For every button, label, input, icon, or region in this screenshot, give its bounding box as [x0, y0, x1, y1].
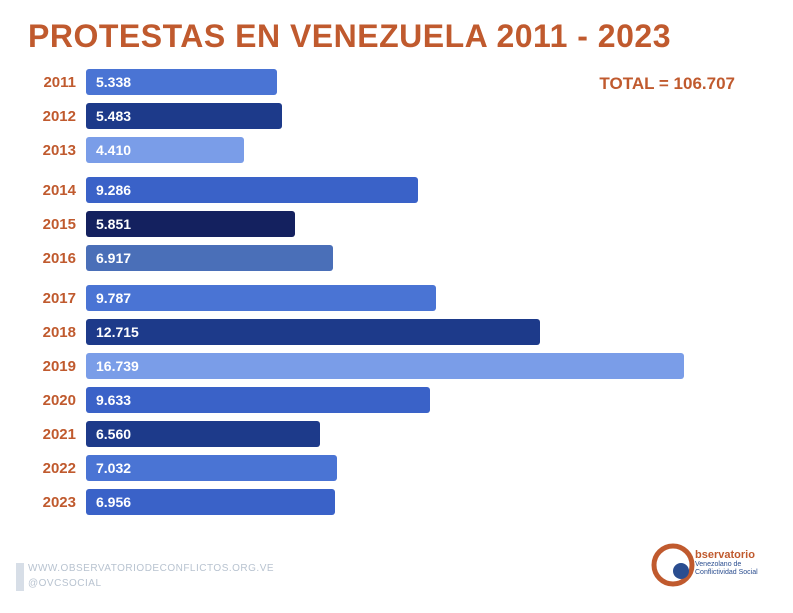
bar-track: 16.739: [86, 353, 765, 379]
bar-group: 2011 5.338 2012 5.483 2013 4.410: [32, 67, 765, 165]
bar: 16.739: [86, 353, 684, 379]
bar-value-label: 5.483: [96, 108, 131, 124]
bar-track: 9.787: [86, 285, 765, 311]
bar: 4.410: [86, 137, 244, 163]
logo-icon: [651, 543, 695, 587]
bar-track: 5.338: [86, 69, 765, 95]
bar-track: 7.032: [86, 455, 765, 481]
year-label: 2022: [32, 460, 86, 477]
bar: 5.851: [86, 211, 295, 237]
bar-value-label: 4.410: [96, 142, 131, 158]
year-label: 2013: [32, 142, 86, 159]
bar-value-label: 16.739: [96, 358, 139, 374]
bar-row: 2011 5.338: [32, 67, 765, 97]
chart-container: PROTESTAS EN VENEZUELA 2011 - 2023 TOTAL…: [0, 0, 793, 613]
footer-url: WWW.OBSERVATORIODECONFLICTOS.ORG.VE: [28, 561, 274, 576]
bar-row: 2017 9.787: [32, 283, 765, 313]
bar-row: 2012 5.483: [32, 101, 765, 131]
bar-group: 2014 9.286 2015 5.851 2016 6.917: [32, 175, 765, 273]
bar-value-label: 9.787: [96, 290, 131, 306]
bar-value-label: 6.956: [96, 494, 131, 510]
bar-value-label: 6.560: [96, 426, 131, 442]
bar: 7.032: [86, 455, 337, 481]
bar-track: 5.851: [86, 211, 765, 237]
bar-value-label: 9.286: [96, 182, 131, 198]
year-label: 2015: [32, 216, 86, 233]
ovcs-logo: bservatorio Venezolano de Conflictividad…: [651, 535, 761, 595]
bar-row: 2014 9.286: [32, 175, 765, 205]
year-label: 2016: [32, 250, 86, 267]
year-label: 2023: [32, 494, 86, 511]
bar-track: 12.715: [86, 319, 765, 345]
bar-group: 20179.787201812.715201916.73920209.63320…: [32, 283, 765, 517]
bar-track: 6.956: [86, 489, 765, 515]
bar-chart: 2011 5.338 2012 5.483 2013 4.410 2014 9.286 2015…: [32, 67, 765, 517]
bar-row: 2023 6.956: [32, 487, 765, 517]
bar-row: 2013 4.410: [32, 135, 765, 165]
bar-track: 5.483: [86, 103, 765, 129]
bar: 5.483: [86, 103, 282, 129]
logo-line3: Conflictividad Social: [695, 569, 758, 577]
year-label: 2021: [32, 426, 86, 443]
bar-value-label: 9.633: [96, 392, 131, 408]
footer-credits: WWW.OBSERVATORIODECONFLICTOS.ORG.VE @OVC…: [28, 561, 274, 591]
bar-value-label: 5.851: [96, 216, 131, 232]
bar: 9.633: [86, 387, 430, 413]
bar-row: 2020 9.633: [32, 385, 765, 415]
logo-line2: Venezolano de: [695, 561, 758, 569]
bar: 9.286: [86, 177, 418, 203]
bar-track: 9.633: [86, 387, 765, 413]
bar-value-label: 12.715: [96, 324, 139, 340]
bar: 6.560: [86, 421, 320, 447]
bar-value-label: 7.032: [96, 460, 131, 476]
chart-title: PROTESTAS EN VENEZUELA 2011 - 2023: [28, 18, 765, 55]
bar-row: 2019 16.739: [32, 351, 765, 381]
year-label: 2020: [32, 392, 86, 409]
footer-decorative-block: [16, 563, 24, 591]
bar-row: 2015 5.851: [32, 209, 765, 239]
bar-row: 2018 12.715: [32, 317, 765, 347]
bar-track: 6.917: [86, 245, 765, 271]
bar-track: 9.286: [86, 177, 765, 203]
year-label: 2012: [32, 108, 86, 125]
bar: 5.338: [86, 69, 277, 95]
bar: 6.917: [86, 245, 333, 271]
year-label: 2014: [32, 182, 86, 199]
bar-row: 2016 6.917: [32, 243, 765, 273]
bar-row: 2021 6.560: [32, 419, 765, 449]
logo-line1: bservatorio: [695, 549, 758, 561]
bar-track: 4.410: [86, 137, 765, 163]
year-label: 2017: [32, 290, 86, 307]
bar: 6.956: [86, 489, 335, 515]
bar-track: 6.560: [86, 421, 765, 447]
year-label: 2011: [32, 74, 86, 91]
bar-row: 2022 7.032: [32, 453, 765, 483]
bar-value-label: 5.338: [96, 74, 131, 90]
bar: 12.715: [86, 319, 540, 345]
year-label: 2018: [32, 324, 86, 341]
footer-handle: @OVCSOCIAL: [28, 576, 274, 591]
year-label: 2019: [32, 358, 86, 375]
bar-value-label: 6.917: [96, 250, 131, 266]
logo-text: bservatorio Venezolano de Conflictividad…: [695, 549, 758, 576]
bar: 9.787: [86, 285, 436, 311]
